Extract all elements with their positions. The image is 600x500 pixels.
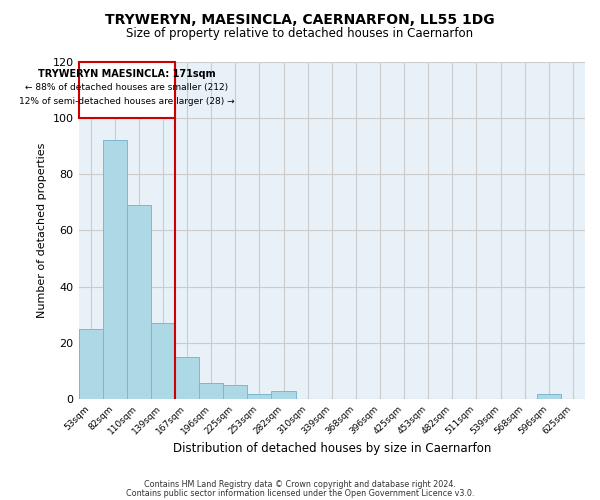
Bar [247,394,271,400]
Bar [79,329,103,400]
Y-axis label: Number of detached properties: Number of detached properties [37,143,47,318]
Text: TRYWERYN, MAESINCLA, CAERNARFON, LL55 1DG: TRYWERYN, MAESINCLA, CAERNARFON, LL55 1D… [105,12,495,26]
Text: Size of property relative to detached houses in Caernarfon: Size of property relative to detached ho… [127,28,473,40]
Text: Contains public sector information licensed under the Open Government Licence v3: Contains public sector information licen… [126,488,474,498]
Bar [199,382,223,400]
Bar [271,391,296,400]
Bar [127,205,151,400]
Text: TRYWERYN MAESINCLA: 171sqm: TRYWERYN MAESINCLA: 171sqm [38,68,215,78]
Text: 12% of semi-detached houses are larger (28) →: 12% of semi-detached houses are larger (… [19,96,235,106]
Text: ← 88% of detached houses are smaller (212): ← 88% of detached houses are smaller (21… [25,82,229,92]
Text: Contains HM Land Registry data © Crown copyright and database right 2024.: Contains HM Land Registry data © Crown c… [144,480,456,489]
Bar [537,394,561,400]
Bar [103,140,127,400]
X-axis label: Distribution of detached houses by size in Caernarfon: Distribution of detached houses by size … [173,442,491,455]
Bar [175,357,199,400]
Bar [79,62,175,118]
Bar [151,324,175,400]
Bar [223,386,247,400]
